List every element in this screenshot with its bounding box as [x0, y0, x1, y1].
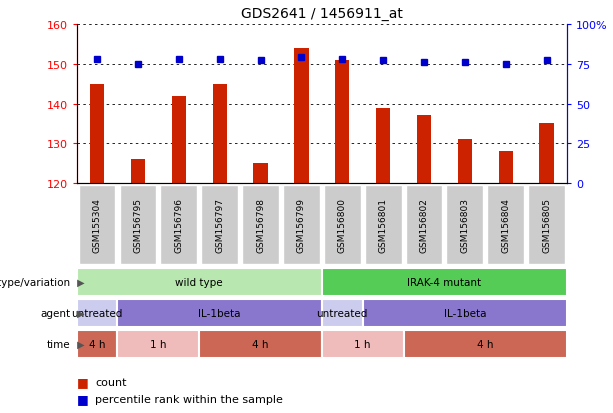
Text: 4 h: 4 h	[253, 339, 268, 349]
Text: ▶: ▶	[74, 277, 84, 287]
Bar	[498, 152, 513, 184]
Bar	[131, 160, 145, 184]
Bar	[90, 84, 104, 184]
Title: GDS2641 / 1456911_at: GDS2641 / 1456911_at	[241, 7, 403, 21]
Bar	[213, 84, 227, 184]
FancyBboxPatch shape	[365, 185, 402, 265]
FancyBboxPatch shape	[324, 185, 360, 265]
Text: 4 h: 4 h	[477, 339, 493, 349]
Bar	[294, 49, 308, 184]
Text: IRAK-4 mutant: IRAK-4 mutant	[408, 277, 481, 287]
Text: GSM156804: GSM156804	[501, 198, 510, 252]
Text: IL-1beta: IL-1beta	[444, 308, 486, 318]
FancyBboxPatch shape	[322, 299, 363, 327]
Text: percentile rank within the sample: percentile rank within the sample	[95, 394, 283, 404]
Bar	[417, 116, 431, 184]
Text: 1 h: 1 h	[150, 339, 167, 349]
FancyBboxPatch shape	[77, 299, 118, 327]
Text: untreated: untreated	[71, 308, 123, 318]
Text: genotype/variation: genotype/variation	[0, 277, 70, 287]
FancyBboxPatch shape	[201, 185, 238, 265]
Bar	[376, 108, 390, 184]
FancyBboxPatch shape	[77, 330, 118, 358]
Text: ■: ■	[77, 375, 88, 389]
FancyBboxPatch shape	[120, 185, 156, 265]
FancyBboxPatch shape	[77, 268, 322, 296]
Text: GSM156801: GSM156801	[379, 198, 387, 252]
Text: 4 h: 4 h	[89, 339, 105, 349]
Text: GSM155304: GSM155304	[93, 198, 102, 252]
Text: IL-1beta: IL-1beta	[199, 308, 241, 318]
Text: GSM156798: GSM156798	[256, 198, 265, 252]
Text: count: count	[95, 377, 126, 387]
Text: 1 h: 1 h	[354, 339, 371, 349]
FancyBboxPatch shape	[161, 185, 197, 265]
FancyBboxPatch shape	[406, 185, 443, 265]
Text: untreated: untreated	[316, 308, 368, 318]
FancyBboxPatch shape	[487, 185, 524, 265]
Text: GSM156803: GSM156803	[460, 198, 470, 252]
Text: GSM156802: GSM156802	[419, 198, 428, 252]
Bar	[539, 124, 554, 184]
Bar	[172, 96, 186, 184]
Text: ▶: ▶	[74, 308, 84, 318]
Text: ▶: ▶	[74, 339, 84, 349]
Text: GSM156799: GSM156799	[297, 198, 306, 252]
FancyBboxPatch shape	[446, 185, 483, 265]
FancyBboxPatch shape	[363, 299, 567, 327]
FancyBboxPatch shape	[78, 185, 115, 265]
Text: agent: agent	[40, 308, 70, 318]
Text: wild type: wild type	[175, 277, 223, 287]
FancyBboxPatch shape	[199, 330, 322, 358]
Bar	[335, 61, 349, 184]
Text: GSM156805: GSM156805	[542, 198, 551, 252]
FancyBboxPatch shape	[118, 330, 199, 358]
Text: GSM156797: GSM156797	[215, 198, 224, 252]
Text: time: time	[47, 339, 70, 349]
Text: GSM156800: GSM156800	[338, 198, 347, 252]
FancyBboxPatch shape	[283, 185, 320, 265]
Text: GSM156796: GSM156796	[174, 198, 183, 252]
Text: GSM156795: GSM156795	[134, 198, 142, 252]
Bar	[458, 140, 472, 184]
FancyBboxPatch shape	[118, 299, 322, 327]
FancyBboxPatch shape	[322, 268, 567, 296]
FancyBboxPatch shape	[322, 330, 403, 358]
FancyBboxPatch shape	[403, 330, 567, 358]
Bar	[253, 164, 268, 184]
FancyBboxPatch shape	[242, 185, 279, 265]
Text: ■: ■	[77, 392, 88, 405]
FancyBboxPatch shape	[528, 185, 565, 265]
